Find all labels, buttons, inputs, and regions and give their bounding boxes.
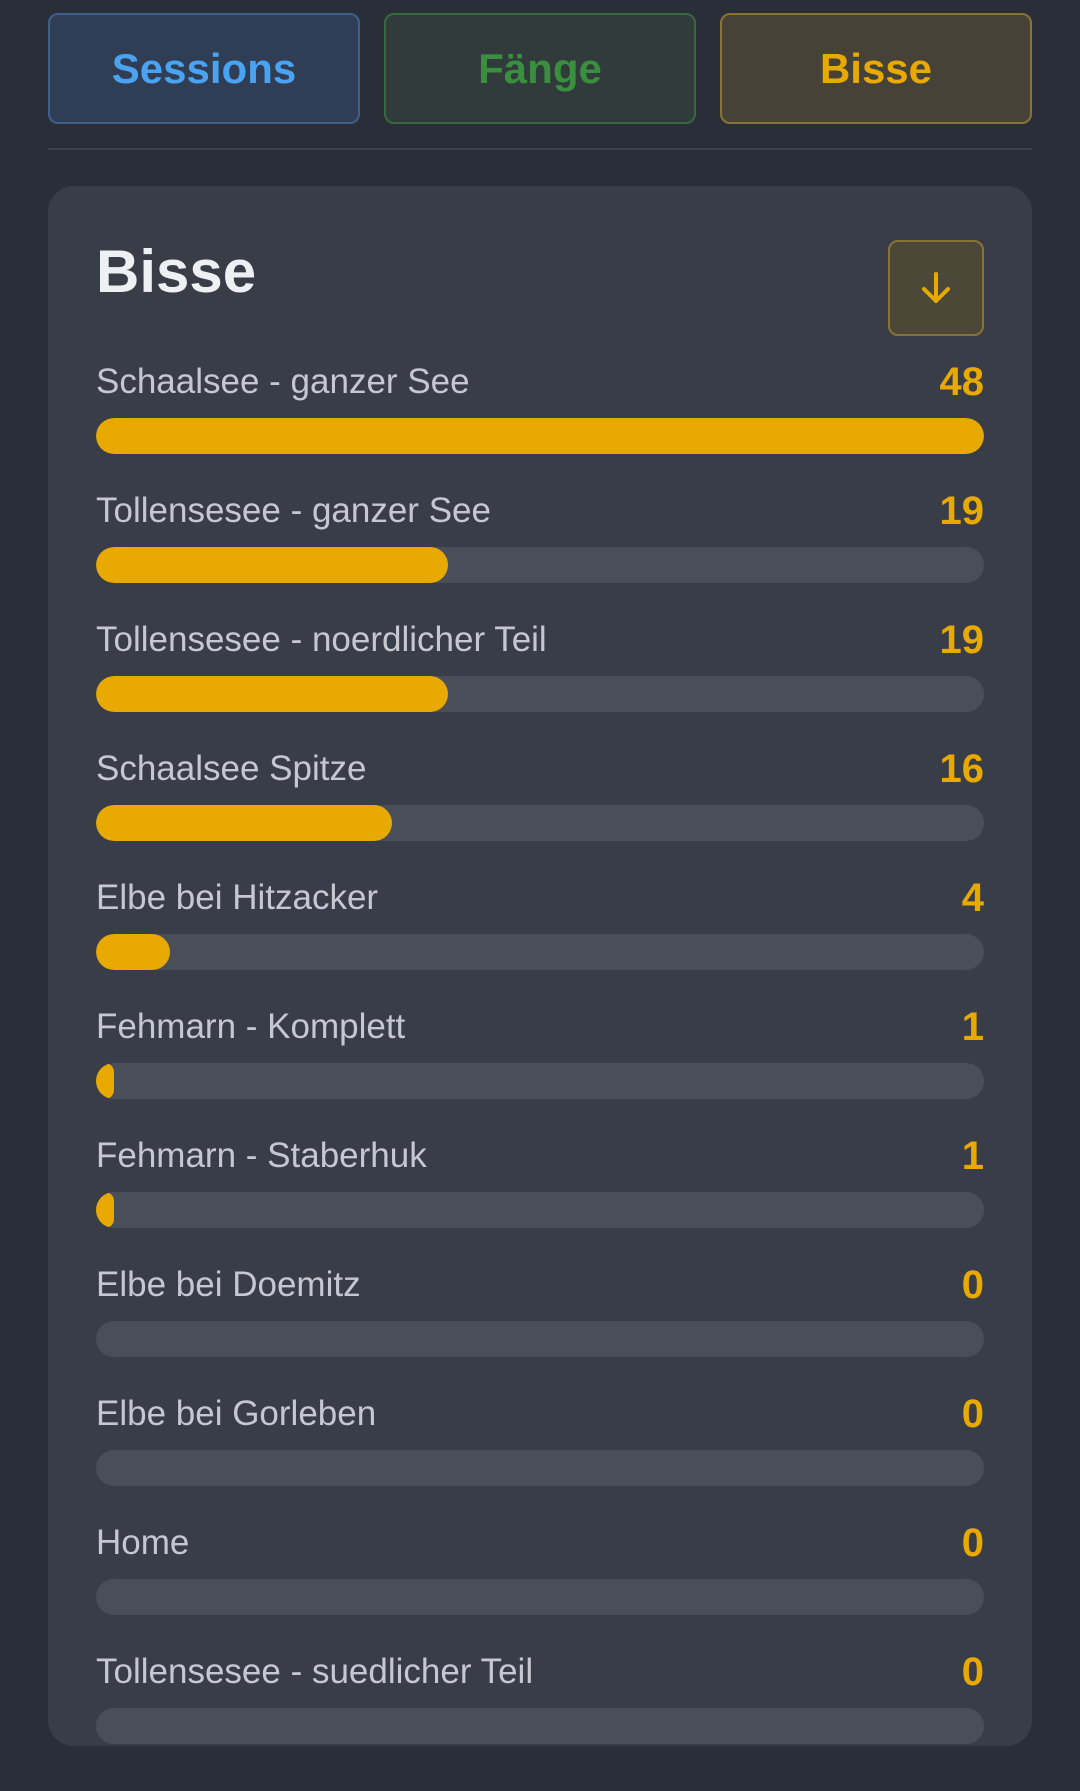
progress-track xyxy=(96,1321,984,1357)
progress-fill xyxy=(96,934,170,970)
list-item: Home 0 xyxy=(96,1521,984,1662)
row-value: 1 xyxy=(961,1134,984,1178)
progress-track xyxy=(96,1192,984,1228)
row-value: 19 xyxy=(939,489,985,533)
row-label: Home xyxy=(96,1523,190,1562)
progress-track xyxy=(96,805,984,841)
row-label: Elbe bei Hitzacker xyxy=(96,878,379,917)
progress-fill xyxy=(96,805,392,841)
row-label: Elbe bei Gorleben xyxy=(96,1394,377,1433)
row-label: Schaalsee Spitze xyxy=(96,749,367,788)
progress-fill xyxy=(96,547,448,583)
list-item: Tollensesee - suedlicher Teil 0 xyxy=(96,1650,984,1791)
progress-track xyxy=(96,934,984,970)
row-value: 0 xyxy=(961,1650,984,1694)
row-label: Fehmarn - Komplett xyxy=(96,1007,406,1046)
progress-track xyxy=(96,1063,984,1099)
row-label: Tollensesee - suedlicher Teil xyxy=(96,1652,534,1691)
row-label: Tollensesee - ganzer See xyxy=(96,491,491,530)
list-item: Elbe bei Gorleben 0 xyxy=(96,1392,984,1533)
row-label: Elbe bei Doemitz xyxy=(96,1265,361,1304)
row-label: Schaalsee - ganzer See xyxy=(96,362,470,401)
row-value: 0 xyxy=(961,1521,984,1565)
list-item: Fehmarn - Staberhuk 1 xyxy=(96,1134,984,1275)
progress-track xyxy=(96,676,984,712)
list-item: Tollensesee - noerdlicher Teil 19 xyxy=(96,618,984,759)
list-item: Elbe bei Hitzacker 4 xyxy=(96,876,984,1017)
list-item: Schaalsee - ganzer See 48 xyxy=(96,360,984,501)
divider xyxy=(48,148,1032,150)
card-title: Bisse xyxy=(96,238,257,305)
tab-sessions[interactable]: Sessions xyxy=(48,13,360,124)
row-label: Tollensesee - noerdlicher Teil xyxy=(96,620,547,659)
progress-track xyxy=(96,1450,984,1486)
progress-fill xyxy=(96,1192,115,1228)
row-value: 4 xyxy=(961,876,984,920)
row-value: 19 xyxy=(939,618,985,662)
tab-bar: Sessions Fänge Bisse xyxy=(48,13,1032,124)
progress-fill xyxy=(96,418,984,454)
tab-bisse[interactable]: Bisse xyxy=(720,13,1032,124)
list-item: Tollensesee - ganzer See 19 xyxy=(96,489,984,630)
list-item: Schaalsee Spitze 16 xyxy=(96,747,984,888)
row-value: 0 xyxy=(961,1392,984,1436)
arrow-down-icon xyxy=(922,272,950,303)
progress-fill xyxy=(96,1063,115,1099)
progress-track xyxy=(96,1579,984,1615)
row-value: 0 xyxy=(961,1263,984,1307)
bite-list: Schaalsee - ganzer See 48 Tollensesee - ga… xyxy=(96,360,984,1791)
progress-track xyxy=(96,547,984,583)
progress-fill xyxy=(96,676,448,712)
row-value: 48 xyxy=(939,360,985,404)
progress-track xyxy=(96,418,984,454)
sort-button[interactable] xyxy=(888,240,984,336)
row-value: 1 xyxy=(961,1005,984,1049)
tab-faenge[interactable]: Fänge xyxy=(384,13,696,124)
row-label: Fehmarn - Staberhuk xyxy=(96,1136,427,1175)
list-item: Fehmarn - Komplett 1 xyxy=(96,1005,984,1146)
bisse-card: Bisse Schaalsee - ganzer See 48 Tollensese… xyxy=(48,186,1032,1746)
progress-track xyxy=(96,1708,984,1744)
row-value: 16 xyxy=(939,747,985,791)
list-item: Elbe bei Doemitz 0 xyxy=(96,1263,984,1404)
